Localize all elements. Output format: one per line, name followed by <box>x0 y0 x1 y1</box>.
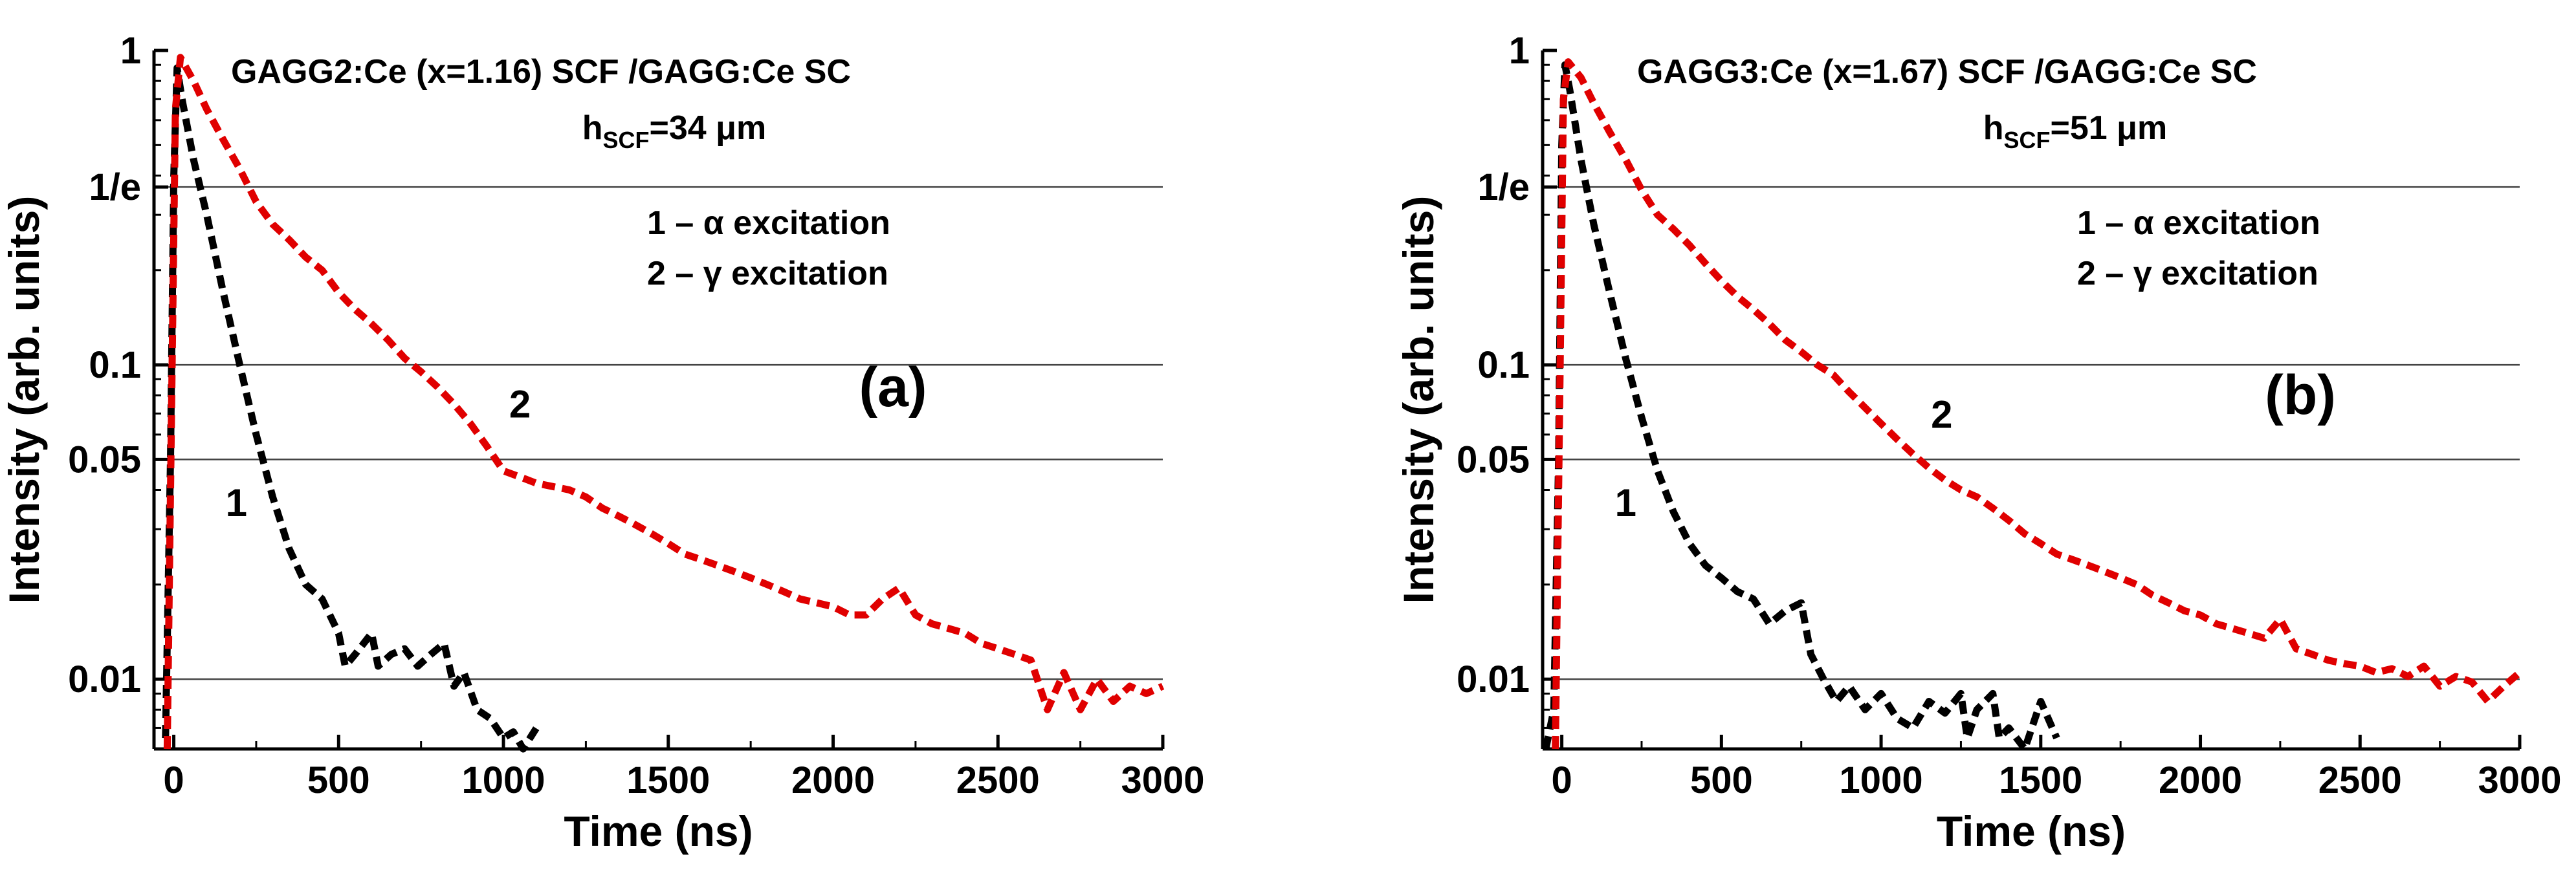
legend-item-gamma: 2 – γ excitation <box>647 255 888 292</box>
thickness-label: hSCF=34 μm <box>582 109 766 153</box>
thickness-subscript: SCF <box>2004 127 2051 153</box>
y-axis-title: Intensity (arb. units) <box>0 196 48 604</box>
x-tick-label: 0 <box>163 759 184 801</box>
x-tick-label: 1000 <box>462 759 545 801</box>
y-axis-title: Intensity (arb. units) <box>1394 196 1442 604</box>
x-tick-label: 2500 <box>956 759 1040 801</box>
panel-label: (b) <box>2265 364 2336 426</box>
y-tick-label: 1/e <box>89 166 141 208</box>
y-tick-label: 0.1 <box>89 344 141 386</box>
legend-item-gamma: 2 – γ excitation <box>2077 255 2318 292</box>
x-tick-label: 3000 <box>1121 759 1204 801</box>
legend-item-alpha: 1 – α excitation <box>2077 204 2320 242</box>
x-tick-label: 3000 <box>2478 759 2561 801</box>
x-tick-label: 0 <box>1551 759 1572 801</box>
series-1-curve <box>162 64 540 753</box>
series-2-curve <box>1552 58 2522 750</box>
y-tick-label: 0.01 <box>68 658 141 700</box>
curve-label-1: 1 <box>226 481 247 525</box>
curve-label-2: 2 <box>1931 393 1952 437</box>
thickness-prefix: h <box>1983 109 2004 147</box>
panel-b: 0.01 0.05 0.1 1/e 1 0 500 1000 1500 2000 2500 3000 T… <box>1394 30 2562 855</box>
panel-title: GAGG3:Ce (x=1.67) SCF /GAGG:Ce SC <box>1637 53 2257 91</box>
panel-label: (a) <box>859 356 927 418</box>
x-tick-label: 500 <box>307 759 370 801</box>
x-axis-title: Time (ns) <box>564 807 753 855</box>
curve-label-1: 1 <box>1615 481 1636 525</box>
thickness-prefix: h <box>582 109 603 147</box>
y-tick-label: 0.05 <box>68 438 141 481</box>
x-tick-label: 1500 <box>1999 759 2082 801</box>
series-1-curve <box>1542 61 2060 753</box>
series-2-curve <box>163 54 1165 750</box>
y-tick-label: 1/e <box>1477 166 1530 208</box>
thickness-value: =51 μm <box>2051 109 2168 147</box>
thickness-subscript: SCF <box>603 127 650 153</box>
panel-title: GAGG2:Ce (x=1.16) SCF /GAGG:Ce SC <box>231 53 851 91</box>
y-tick-label: 0.01 <box>1457 658 1530 700</box>
x-axis-title: Time (ns) <box>1937 807 2126 855</box>
x-tick-label: 1000 <box>1840 759 1923 801</box>
x-tick-label: 500 <box>1690 759 1753 801</box>
x-tick-label: 2000 <box>791 759 875 801</box>
x-tick-label: 2500 <box>2318 759 2402 801</box>
thickness-value: =34 μm <box>650 109 767 147</box>
panel-a: 0.01 0.05 0.1 1/e 1 0 500 1000 1500 2000 2500 3000 T… <box>0 30 1205 855</box>
legend-item-alpha: 1 – α excitation <box>647 204 890 242</box>
y-tick-label: 0.1 <box>1477 344 1530 386</box>
thickness-label: hSCF=51 μm <box>1983 109 2167 153</box>
y-tick-label: 1 <box>1509 30 1530 72</box>
y-tick-label: 0.05 <box>1457 438 1530 481</box>
x-tick-label: 2000 <box>2159 759 2242 801</box>
y-tick-label: 1 <box>120 30 141 72</box>
x-tick-label: 1500 <box>626 759 710 801</box>
curve-label-2: 2 <box>509 382 531 426</box>
